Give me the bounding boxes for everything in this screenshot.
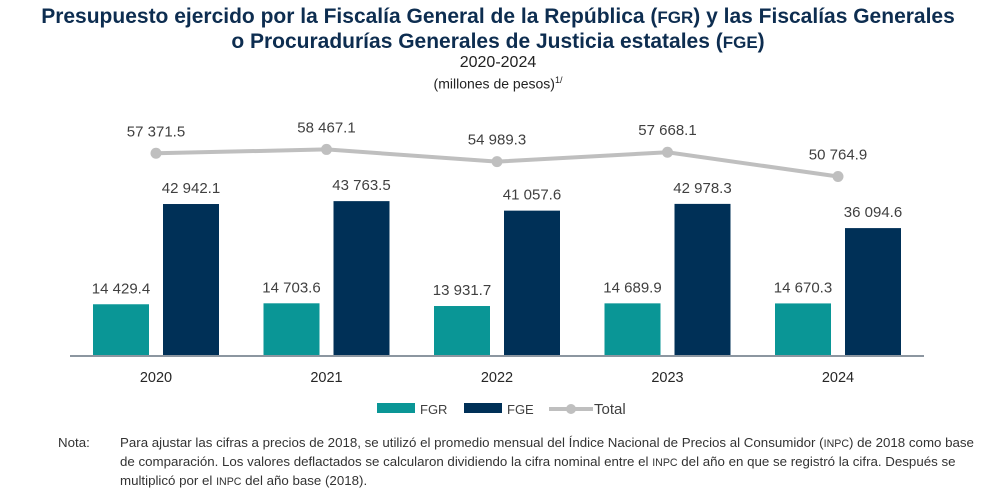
chart-title-line-1: Presupuesto ejercido por la Fiscalía Gen… bbox=[0, 4, 996, 30]
note-abbrev-inpc: INPC bbox=[823, 438, 850, 450]
title-text: Presupuesto ejercido por la Fiscalía Gen… bbox=[41, 5, 658, 28]
total-line-layer: 57 371.5 58 467.1 54 989.3 57 668.1 50 764.9 bbox=[127, 119, 867, 183]
legend-label-fgr: FGR bbox=[420, 402, 447, 417]
units-footnote: 1/ bbox=[554, 75, 563, 85]
data-label-fge-2024: 36 094.6 bbox=[844, 204, 902, 221]
bars-layer: 14 429.4 42 942.1 14 703.6 43 763.5 13 931.7… bbox=[92, 177, 902, 355]
title-abbrev-fge: FGE bbox=[722, 33, 758, 52]
legend-swatch-total-marker bbox=[566, 404, 576, 414]
note-part: Para ajustar las cifras a precios de 201… bbox=[120, 435, 824, 450]
bar-fge-2021 bbox=[333, 201, 390, 355]
title-text: ) bbox=[757, 30, 765, 53]
note-part: del año base (2018). bbox=[241, 473, 368, 488]
units-text: (millones de pesos) bbox=[433, 75, 555, 92]
x-tick-label-2024: 2024 bbox=[822, 370, 854, 386]
x-tick-label-2023: 2023 bbox=[651, 370, 683, 386]
bar-fgr-2024 bbox=[775, 303, 831, 355]
bar-fgr-2023 bbox=[604, 303, 661, 355]
data-label-fgr-2020: 14 429.4 bbox=[92, 280, 150, 297]
note-abbrev-inpc: INPC bbox=[652, 457, 678, 469]
bar-fge-2022 bbox=[504, 210, 560, 355]
note-abbrev-inpc: INPC bbox=[216, 476, 242, 488]
data-label-total-2022: 54 989.3 bbox=[468, 132, 526, 149]
chart-title-line-2: o Procuradurías Generales de Justicia es… bbox=[0, 29, 996, 55]
legend-swatch-fgr bbox=[377, 403, 415, 413]
bar-fgr-2022 bbox=[434, 306, 490, 355]
point-total-2020 bbox=[150, 147, 162, 159]
bar-fge-2020 bbox=[163, 204, 219, 355]
note-part: del año en que se registró la cifra. Des… bbox=[120, 454, 956, 488]
point-total-2021 bbox=[321, 143, 332, 155]
title-text: o Procuradurías Generales de Justicia es… bbox=[231, 30, 723, 53]
chart-plot: 14 429.4 42 942.1 14 703.6 43 763.5 13 931.7… bbox=[70, 119, 924, 418]
note-part: ) de 2018 como base de comparación. Los … bbox=[120, 435, 974, 469]
bar-fgr-2021 bbox=[263, 303, 320, 355]
legend: FGR FGE Total bbox=[377, 401, 626, 418]
title-text: ) y las Fiscalías Generales bbox=[693, 5, 955, 28]
bar-fge-2024 bbox=[845, 228, 901, 355]
bar-fgr-2020 bbox=[93, 304, 149, 355]
note-label: Nota: bbox=[58, 435, 90, 450]
data-label-fgr-2022: 13 931.7 bbox=[433, 282, 491, 299]
x-tick-label-2022: 2022 bbox=[481, 370, 513, 386]
title-abbrev-fgr: FGR bbox=[657, 8, 694, 27]
legend-label-total: Total bbox=[594, 401, 626, 418]
data-label-fge-2023: 42 978.3 bbox=[673, 180, 731, 197]
legend-label-fge: FGE bbox=[507, 402, 534, 417]
x-axis-labels: 2020 2021 2022 2023 2024 bbox=[140, 370, 854, 386]
data-label-fge-2021: 43 763.5 bbox=[332, 177, 390, 194]
data-label-fgr-2023: 14 689.9 bbox=[603, 279, 661, 296]
x-tick-label-2020: 2020 bbox=[140, 370, 172, 386]
chart-period: 2020-2024 bbox=[459, 54, 537, 71]
chart-units: (millones de pesos)1/ bbox=[0, 75, 996, 92]
data-label-fge-2020: 42 942.1 bbox=[162, 180, 220, 197]
data-label-fge-2022: 41 057.6 bbox=[503, 187, 561, 204]
point-total-2023 bbox=[662, 146, 673, 158]
data-label-fgr-2024: 14 670.3 bbox=[774, 279, 832, 296]
bar-fge-2023 bbox=[674, 203, 731, 355]
note-text: Para ajustar las cifras a precios de 201… bbox=[120, 434, 980, 491]
data-label-total-2023: 57 668.1 bbox=[638, 122, 696, 139]
data-label-total-2020: 57 371.5 bbox=[127, 123, 185, 140]
point-total-2024 bbox=[832, 171, 844, 183]
data-label-fgr-2021: 14 703.6 bbox=[262, 279, 320, 296]
legend-swatch-fge bbox=[464, 403, 502, 413]
data-label-total-2024: 50 764.9 bbox=[809, 147, 867, 164]
point-total-2022 bbox=[491, 156, 503, 168]
x-tick-label-2021: 2021 bbox=[310, 370, 342, 386]
data-label-total-2021: 58 467.1 bbox=[297, 119, 355, 136]
